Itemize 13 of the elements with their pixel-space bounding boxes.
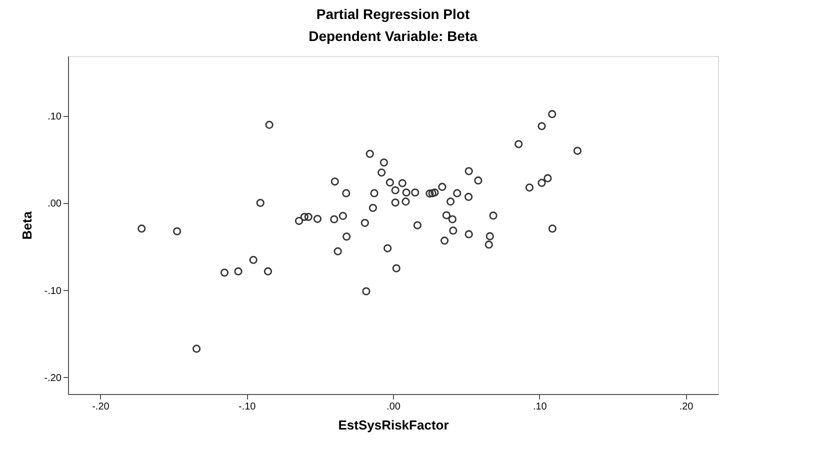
chart-subtitle: Dependent Variable: Beta: [308, 28, 478, 44]
x-tick-label: -.10: [238, 402, 256, 412]
y-axis-title: Beta: [19, 210, 34, 240]
x-axis-title: EstSysRiskFactor: [338, 418, 449, 432]
y-tick-label: -.10: [44, 286, 62, 297]
y-tick-label: -.20: [44, 372, 62, 384]
x-tick-label: .20: [679, 402, 694, 412]
chart-title: Partial Regression Plot: [316, 6, 470, 22]
x-tick-label: -.20: [92, 402, 110, 412]
y-tick-label: .10: [48, 112, 62, 123]
x-tick-label: .00: [386, 402, 401, 412]
y-tick-label: .00: [48, 198, 62, 210]
x-tick-label: .10: [532, 402, 548, 412]
